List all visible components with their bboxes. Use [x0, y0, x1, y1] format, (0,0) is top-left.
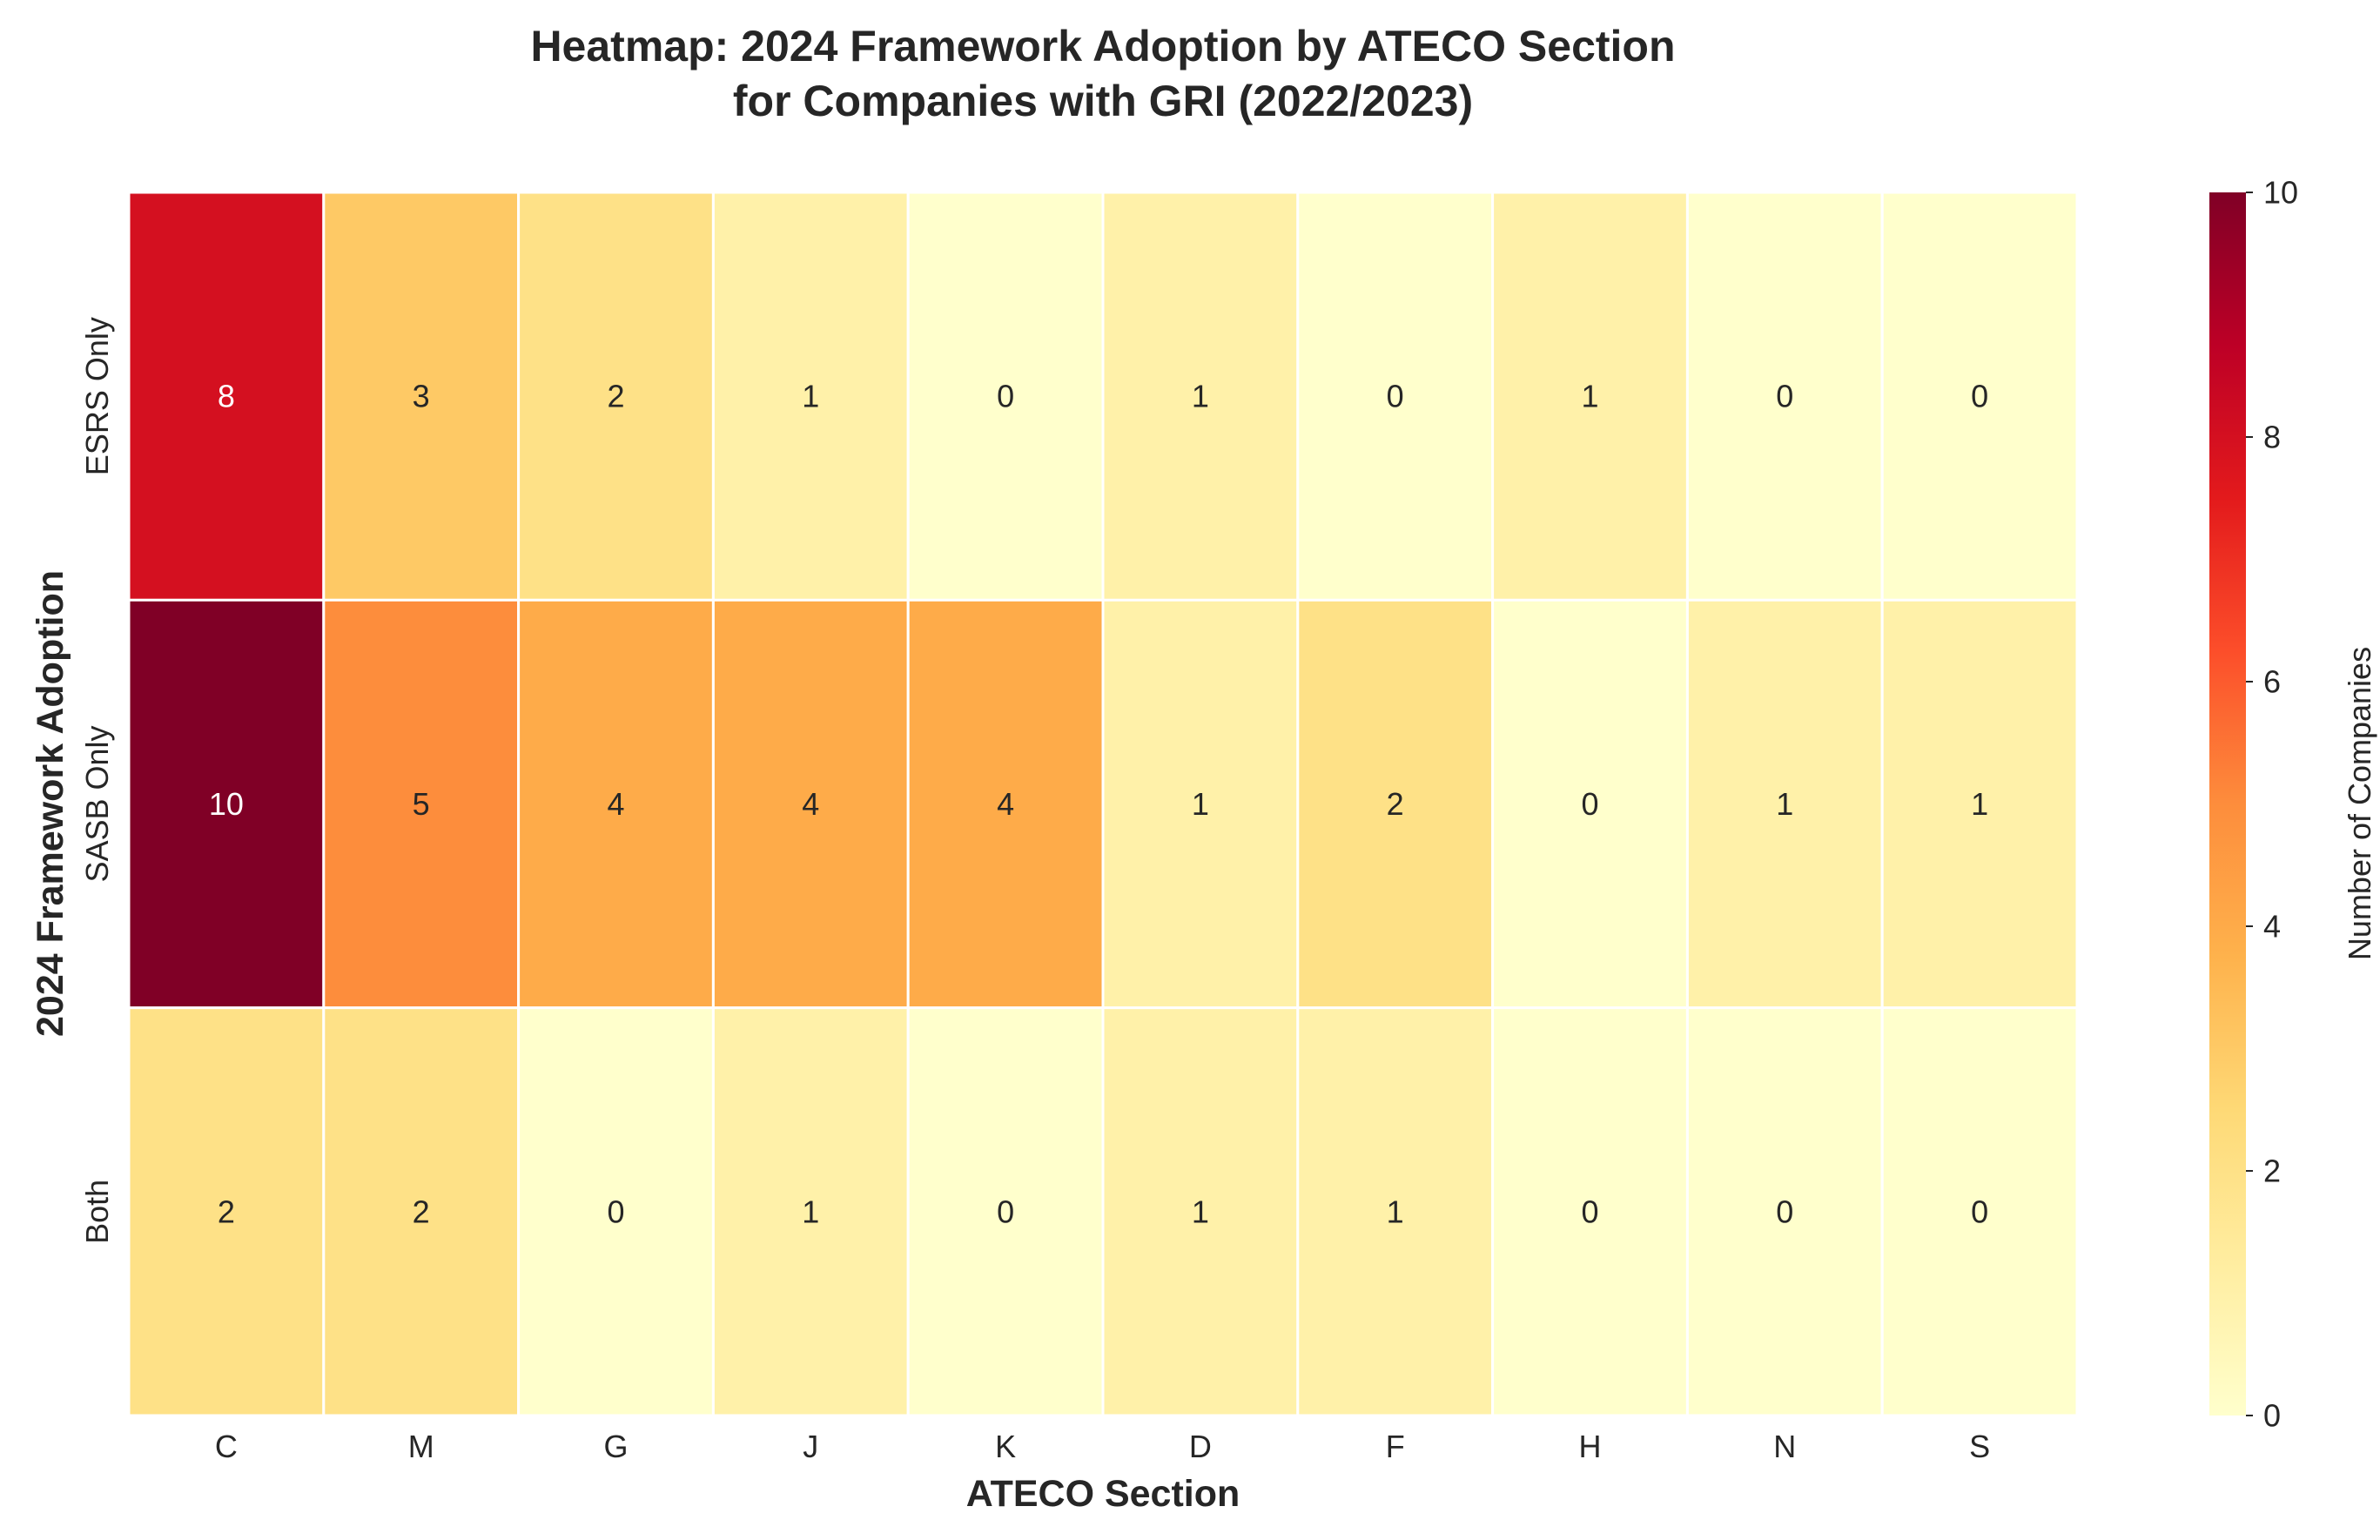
colorbar-tick-label: 2 [2263, 1153, 2281, 1189]
x-tick-label: H [1579, 1429, 1602, 1464]
heatmap-cell [1296, 1006, 1495, 1417]
heatmap-cell-value: 1 [1971, 786, 1988, 822]
heatmap-cell [1101, 191, 1300, 602]
heatmap-cell-value: 4 [607, 786, 624, 822]
y-tick-labels: ESRS Only SASB Only Both [79, 317, 115, 1244]
chart-title-line2: for Companies with GRI (2022/2023) [733, 77, 1473, 125]
heatmap-cell-value: 0 [1581, 1194, 1598, 1229]
y-tick-label: Both [79, 1180, 115, 1244]
heatmap-cell [127, 1006, 326, 1417]
x-tick-label: F [1386, 1429, 1405, 1464]
heatmap-cell [517, 598, 715, 1010]
x-tick-label: D [1189, 1429, 1212, 1464]
heatmap-cell [1491, 1006, 1689, 1417]
colorbar-tick-labels: 0 2 4 6 8 10 [2246, 175, 2298, 1434]
colorbar-tick-label: 4 [2263, 909, 2281, 945]
heatmap-cell-value: 1 [1192, 1194, 1209, 1229]
heatmap-cell-value: 2 [607, 379, 624, 414]
heatmap-cell-value: 0 [1971, 1194, 1988, 1229]
heatmap-cell-value: 5 [413, 786, 430, 822]
x-axis-label: ATECO Section [966, 1473, 1240, 1515]
heatmap-cell [906, 1006, 1105, 1417]
heatmap-cell-value: 1 [1192, 786, 1209, 822]
y-tick-label: SASB Only [79, 725, 115, 882]
chart-title-line1: Heatmap: 2024 Framework Adoption by ATEC… [530, 22, 1675, 71]
colorbar-label: Number of Companies [2342, 647, 2377, 960]
heatmap-cell-value: 0 [1776, 379, 1793, 414]
x-tick-label: G [603, 1429, 628, 1464]
heatmap-cell [711, 191, 910, 602]
heatmap-cell-value: 4 [802, 786, 819, 822]
heatmap-cell-value: 2 [1387, 786, 1404, 822]
heatmap-cell [322, 191, 521, 602]
heatmap-cell [1296, 598, 1495, 1010]
heatmap-cell-value: 0 [997, 379, 1014, 414]
heatmap-cell-value: 1 [1387, 1194, 1404, 1229]
heatmap-cell-value: 0 [607, 1194, 624, 1229]
heatmap-cell-value: 1 [1776, 786, 1793, 822]
x-tick-label: N [1773, 1429, 1796, 1464]
y-axis-label: 2024 Framework Adoption [30, 570, 71, 1037]
heatmap-cell [906, 191, 1105, 602]
heatmap-cell-value: 0 [997, 1194, 1014, 1229]
heatmap-cell [517, 1006, 715, 1417]
x-tick-label: J [803, 1429, 818, 1464]
heatmap-cell [322, 1006, 521, 1417]
heatmap-cell [711, 598, 910, 1010]
heatmap-cell-value: 4 [997, 786, 1014, 822]
heatmap-cell-value: 2 [218, 1194, 235, 1229]
x-tick-label: S [1969, 1429, 1990, 1464]
heatmap-cell-value: 8 [218, 379, 235, 414]
colorbar [2209, 192, 2246, 1416]
x-tick-label: K [995, 1429, 1016, 1464]
heatmap-cell-value: 1 [1192, 379, 1209, 414]
colorbar-tick-label: 0 [2263, 1398, 2281, 1434]
heatmap-cell-value: 3 [413, 379, 430, 414]
heatmap-cell [1880, 1006, 2079, 1417]
heatmap-cell [1880, 191, 2079, 602]
x-tick-label: C [215, 1429, 238, 1464]
heatmap-cell [1880, 598, 2079, 1010]
heatmap-cell-value: 1 [802, 1194, 819, 1229]
heatmap-cell [1685, 598, 1884, 1010]
heatmap-cell-value: 1 [1581, 379, 1598, 414]
heatmap-cell-value: 0 [1581, 786, 1598, 822]
heatmap-cell-value: 2 [413, 1194, 430, 1229]
heatmap-cell-value: 0 [1971, 379, 1988, 414]
heatmap-cell [1101, 598, 1300, 1010]
colorbar-tick-label: 8 [2263, 420, 2281, 455]
heatmap-cell [127, 191, 326, 602]
heatmap-cell-value: 0 [1387, 379, 1404, 414]
heatmap-cell-value: 10 [209, 786, 244, 822]
heatmap-cell [906, 598, 1105, 1010]
x-tick-label: M [408, 1429, 434, 1464]
heatmap-cell-value: 1 [802, 379, 819, 414]
heatmap-cell [1491, 598, 1689, 1010]
heatmap-cell [517, 191, 715, 602]
colorbar-tick-label: 10 [2263, 175, 2298, 211]
heatmap-cell [1685, 1006, 1884, 1417]
y-tick-label: ESRS Only [79, 317, 115, 475]
heatmap-cell [322, 598, 521, 1010]
heatmap-cell-labels: 8 3 2 1 0 1 0 1 0 010 5 4 4 4 1 2 0 1 12 2 0 1 0 1 1 0 0 0 [209, 379, 1988, 1230]
heatmap-cells [127, 191, 2079, 1417]
heatmap-cell-value: 0 [1776, 1194, 1793, 1229]
colorbar-tick-label: 6 [2263, 664, 2281, 700]
heatmap-cell [1491, 191, 1689, 602]
